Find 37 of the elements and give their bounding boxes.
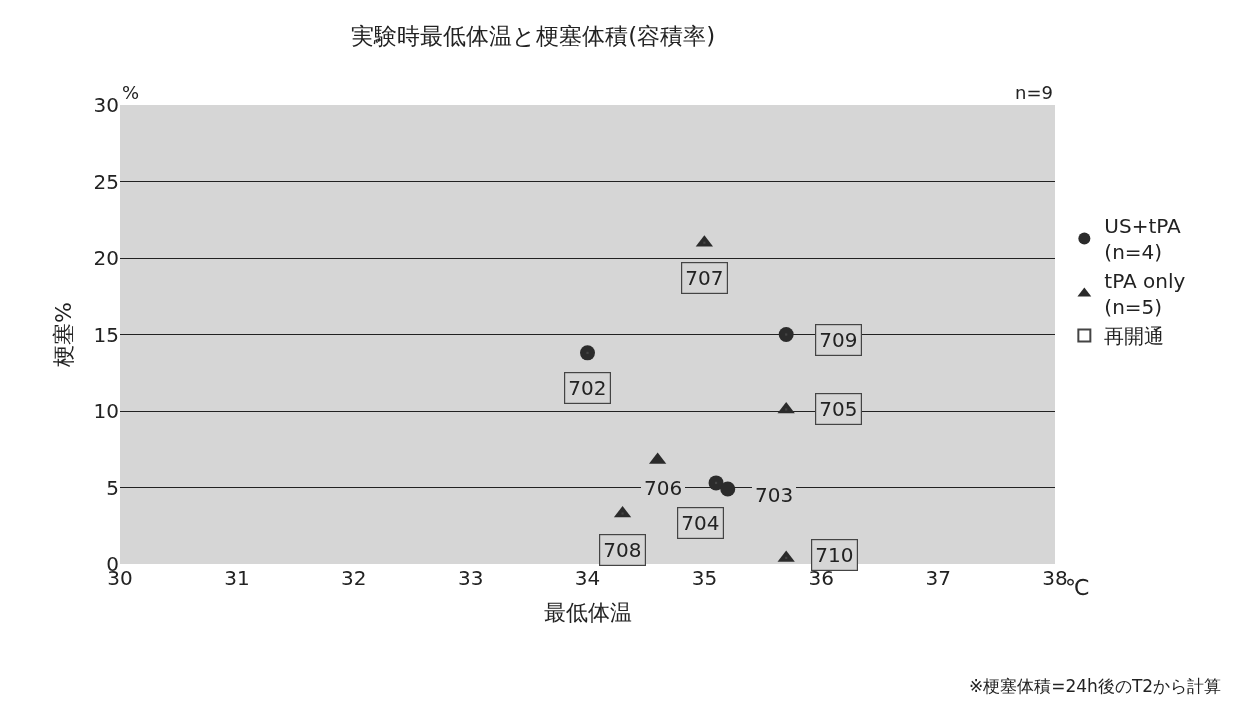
point xyxy=(778,327,794,342)
annotation: 708 xyxy=(603,538,642,563)
y-tick-label: 20 xyxy=(93,246,119,270)
point xyxy=(777,401,795,414)
legend-label: tPA only (n=5) xyxy=(1104,269,1186,320)
y-axis-title: 梗塞% xyxy=(51,302,77,368)
x-tick-label: 38 xyxy=(1042,566,1068,590)
x-tick-label: 37 xyxy=(925,566,951,590)
legend-label: US+tPA (n=4) xyxy=(1104,214,1182,265)
point xyxy=(580,345,595,361)
annotation: 704 xyxy=(681,511,720,536)
point xyxy=(708,475,724,491)
chart-title: 実験時最低体温と梗塞体積(容積率) xyxy=(351,23,716,50)
annotation: 707 xyxy=(685,266,724,291)
point xyxy=(720,481,736,497)
y-tick-label: 10 xyxy=(93,399,119,423)
x-axis-title: 最低体温 xyxy=(543,599,632,625)
x-tick-label: 32 xyxy=(341,566,367,590)
x-tick-label: 35 xyxy=(691,566,718,590)
text: n=9 xyxy=(1015,82,1053,103)
y-tick-label: 15 xyxy=(93,322,119,347)
annotation: 702 xyxy=(568,376,607,401)
annotation: 710 xyxy=(815,543,854,568)
annotation: 703 xyxy=(755,483,794,507)
x-tick-label: 33 xyxy=(457,566,484,590)
y-tick-label: 5 xyxy=(106,475,119,500)
annotation: 709 xyxy=(819,328,858,353)
text: ※梗塞体積=24h後のT2から計算 xyxy=(969,676,1222,696)
x-tick-label: 36 xyxy=(808,566,834,590)
annotation: 705 xyxy=(819,397,858,422)
text: % xyxy=(122,82,140,103)
x-tick-label: 31 xyxy=(224,566,250,590)
annotation: 706 xyxy=(644,476,683,500)
legend-label: 再開通 xyxy=(1104,324,1165,349)
y-tick-label: 30 xyxy=(93,93,119,117)
x-tick-label: 34 xyxy=(574,566,601,590)
y-tick-label: 25 xyxy=(93,169,119,194)
